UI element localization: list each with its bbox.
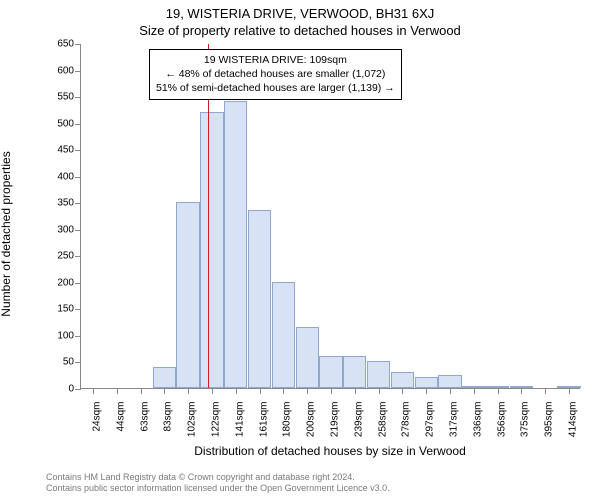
y-tick [75,203,81,204]
y-tick-label: 350 [57,198,74,209]
x-tick-label: 239sqm [353,402,364,438]
x-tick [521,388,522,394]
x-tick [93,388,94,394]
y-tick-label: 250 [57,251,74,262]
x-tick [450,388,451,394]
x-tick-label: 122sqm [210,402,221,438]
chart-container: Number of detached properties 19 WISTERI… [50,44,580,424]
histogram-bar [319,356,342,388]
y-tick-label: 650 [57,39,74,50]
x-tick-label: 317sqm [449,402,460,438]
x-tick [236,388,237,394]
histogram-bar [415,377,438,388]
page-title: 19, WISTERIA DRIVE, VERWOOD, BH31 6XJ [0,0,600,21]
histogram-bar [224,101,247,388]
y-tick [75,309,81,310]
footer-line-1: Contains HM Land Registry data © Crown c… [46,472,390,483]
info-line-size: 19 WISTERIA DRIVE: 109sqm [156,53,395,67]
y-tick [75,389,81,390]
y-tick-label: 400 [57,171,74,182]
x-tick-label: 258sqm [377,402,388,438]
x-tick [426,388,427,394]
x-tick [188,388,189,394]
footer-line-2: Contains public sector information licen… [46,483,390,494]
x-tick-label: 395sqm [544,402,555,438]
x-tick [545,388,546,394]
page-subtitle: Size of property relative to detached ho… [0,21,600,38]
y-tick [75,150,81,151]
x-tick-label: 219sqm [330,402,341,438]
y-tick-label: 200 [57,277,74,288]
x-tick-label: 63sqm [139,402,150,432]
x-tick [307,388,308,394]
y-tick [75,44,81,45]
footer-attribution: Contains HM Land Registry data © Crown c… [46,472,390,495]
x-tick [331,388,332,394]
x-tick-label: 24sqm [91,402,102,432]
x-tick [474,388,475,394]
y-tick-label: 300 [57,224,74,235]
histogram-bar [438,375,461,388]
histogram-bar [200,112,223,388]
x-tick [117,388,118,394]
x-tick-label: 414sqm [568,402,579,438]
x-tick [283,388,284,394]
x-tick-label: 200sqm [306,402,317,438]
x-tick-label: 375sqm [520,402,531,438]
x-tick-label: 141sqm [234,402,245,438]
x-tick-label: 180sqm [282,402,293,438]
x-tick [355,388,356,394]
x-tick-label: 297sqm [425,402,436,438]
x-tick-label: 356sqm [496,402,507,438]
histogram-bar [248,210,271,388]
y-tick [75,362,81,363]
x-tick [164,388,165,394]
x-tick [212,388,213,394]
histogram-bar [153,367,176,388]
y-tick [75,177,81,178]
x-tick-label: 83sqm [163,402,174,432]
x-tick [498,388,499,394]
plot-area: 19 WISTERIA DRIVE: 109sqm ← 48% of detac… [80,44,580,389]
y-tick [75,256,81,257]
histogram-bar [367,361,390,388]
y-tick-label: 150 [57,304,74,315]
histogram-bar [176,202,199,388]
histogram-bar [391,372,414,388]
x-tick-label: 336sqm [472,402,483,438]
y-tick-label: 550 [57,92,74,103]
x-axis-title: Distribution of detached houses by size … [80,444,580,458]
x-tick-label: 44sqm [115,402,126,432]
x-tick [141,388,142,394]
y-tick-label: 100 [57,330,74,341]
y-tick [75,71,81,72]
y-tick-label: 0 [68,384,74,395]
info-box: 19 WISTERIA DRIVE: 109sqm ← 48% of detac… [149,49,402,100]
y-tick [75,230,81,231]
y-tick [75,97,81,98]
x-tick [260,388,261,394]
x-tick-label: 161sqm [258,402,269,438]
histogram-bar [296,327,319,388]
info-line-larger: 51% of semi-detached houses are larger (… [156,81,395,95]
y-tick [75,124,81,125]
y-axis-title: Number of detached properties [0,151,13,316]
histogram-bar [343,356,366,388]
y-tick-label: 500 [57,118,74,129]
y-tick-label: 450 [57,145,74,156]
y-tick-label: 50 [63,357,74,368]
y-tick-label: 600 [57,65,74,76]
x-tick [569,388,570,394]
y-tick [75,283,81,284]
x-tick-label: 102sqm [187,402,198,438]
y-tick [75,336,81,337]
info-line-smaller: ← 48% of detached houses are smaller (1,… [156,67,395,81]
x-tick-label: 278sqm [401,402,412,438]
histogram-bar [272,282,295,388]
x-tick [379,388,380,394]
x-tick [402,388,403,394]
